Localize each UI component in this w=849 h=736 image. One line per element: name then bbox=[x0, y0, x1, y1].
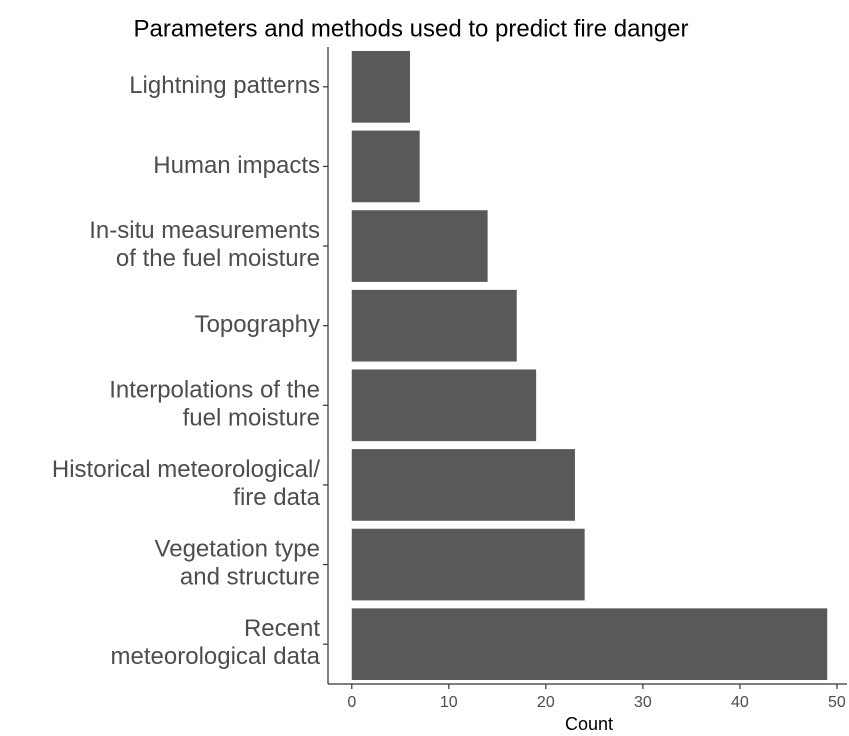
y-tick-label: Lightning patterns bbox=[129, 72, 320, 99]
x-tick-label: 40 bbox=[731, 694, 749, 711]
x-tick-label: 0 bbox=[347, 694, 356, 711]
bar bbox=[351, 289, 517, 362]
x-tick-label: 10 bbox=[440, 694, 458, 711]
y-tick-label: Vegetation type and structure bbox=[155, 536, 320, 591]
bar bbox=[351, 449, 575, 521]
bar bbox=[351, 369, 537, 442]
bar bbox=[351, 210, 488, 282]
y-tick-label: Human impacts bbox=[153, 152, 320, 179]
y-tick-label: Topography bbox=[195, 311, 320, 338]
bar bbox=[351, 130, 420, 203]
bar bbox=[351, 50, 410, 123]
x-axis-title: Count bbox=[565, 714, 613, 734]
y-tick-label: Interpolations of the fuel moisture bbox=[109, 377, 320, 432]
y-tick-label: In-situ measurements of the fuel moisture bbox=[89, 217, 320, 272]
x-tick-label: 20 bbox=[537, 694, 555, 711]
x-tick-label: 30 bbox=[634, 694, 652, 711]
chart-title: Parameters and methods used to predict f… bbox=[134, 15, 689, 42]
y-tick-label: Historical meteorological/fire data bbox=[52, 456, 321, 511]
y-tick-label: Recent meteorological data bbox=[111, 616, 321, 671]
bar bbox=[351, 608, 828, 681]
bar bbox=[351, 528, 585, 601]
x-tick-label: 50 bbox=[828, 694, 846, 711]
